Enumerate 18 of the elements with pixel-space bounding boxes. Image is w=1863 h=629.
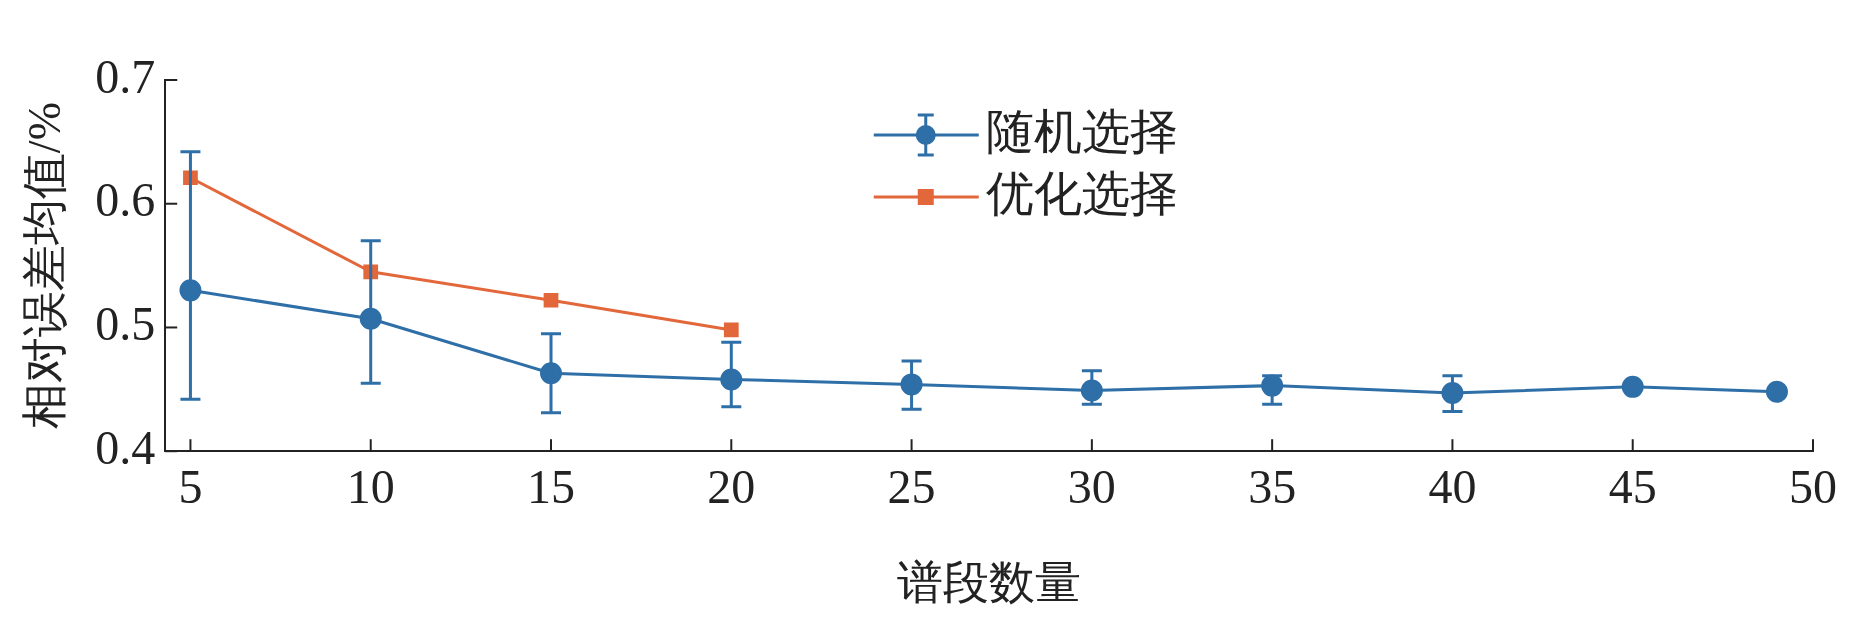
x-tick-label: 25	[887, 459, 936, 513]
x-tick-label: 20	[707, 459, 756, 513]
x-tick-label: 40	[1428, 459, 1477, 513]
x-tick-label: 5	[178, 459, 203, 513]
x-tick-label: 30	[1067, 459, 1116, 513]
x-tick-label: 15	[527, 459, 576, 513]
y-tick-label: 0.4	[95, 420, 156, 474]
legend-label: 优化选择	[985, 166, 1178, 220]
y-axis-title: 相对误差均值/%	[18, 102, 70, 430]
y-tick-label: 0.7	[95, 49, 156, 103]
x-axis-title: 谱段数量	[897, 557, 1082, 609]
y-tick-label: 0.6	[95, 173, 156, 227]
legend-label: 随机选择	[985, 104, 1178, 158]
y-tick-label: 0.5	[95, 297, 156, 351]
x-tick-label: 50	[1789, 459, 1837, 513]
x-tick-label: 45	[1608, 459, 1657, 513]
x-tick-label: 35	[1248, 459, 1297, 513]
x-tick-label: 10	[346, 459, 395, 513]
